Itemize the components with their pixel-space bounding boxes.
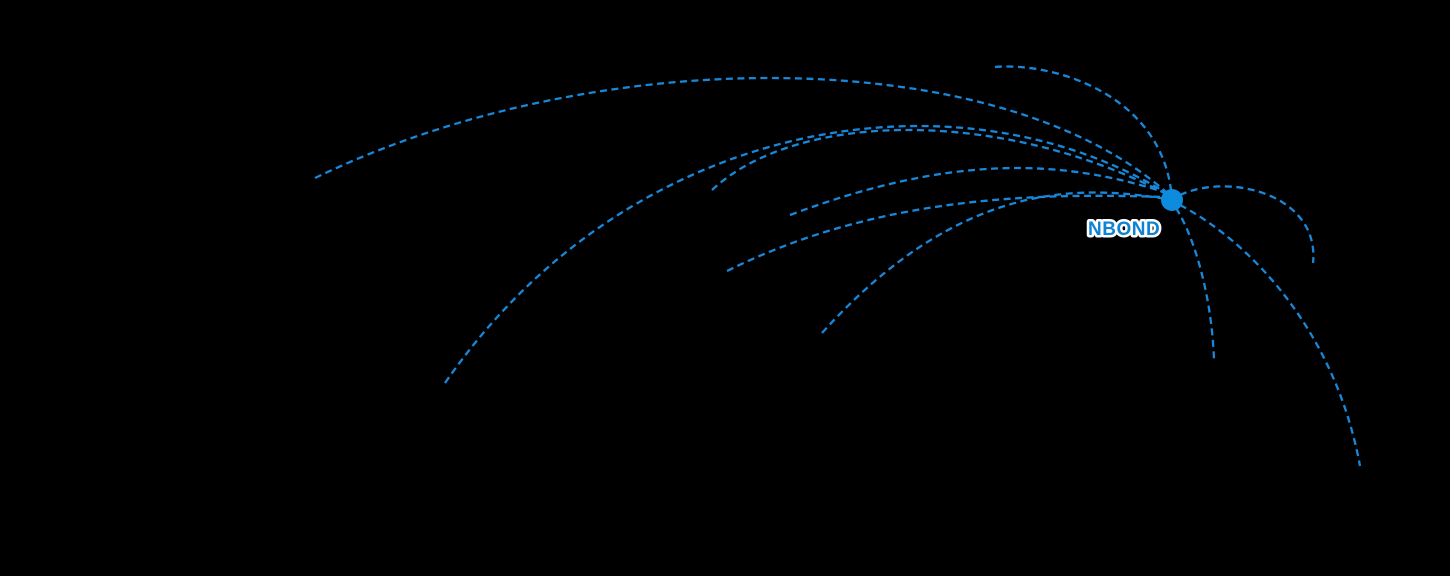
graph-node[interactable]: [1161, 189, 1183, 211]
graph-edge: [314, 76, 1167, 193]
graph-edge: [726, 194, 1165, 273]
node-label[interactable]: NBOND: [1086, 217, 1163, 243]
graph-edge: [444, 124, 1169, 384]
graph-edge: [1179, 185, 1315, 264]
graph-edge: [994, 65, 1173, 191]
graph-edge: [1179, 203, 1362, 467]
graph-edge: [1175, 207, 1216, 361]
graph-edge: [821, 191, 1167, 334]
plot-background: [315, 60, 1361, 467]
graph-edge: [711, 128, 1171, 198]
